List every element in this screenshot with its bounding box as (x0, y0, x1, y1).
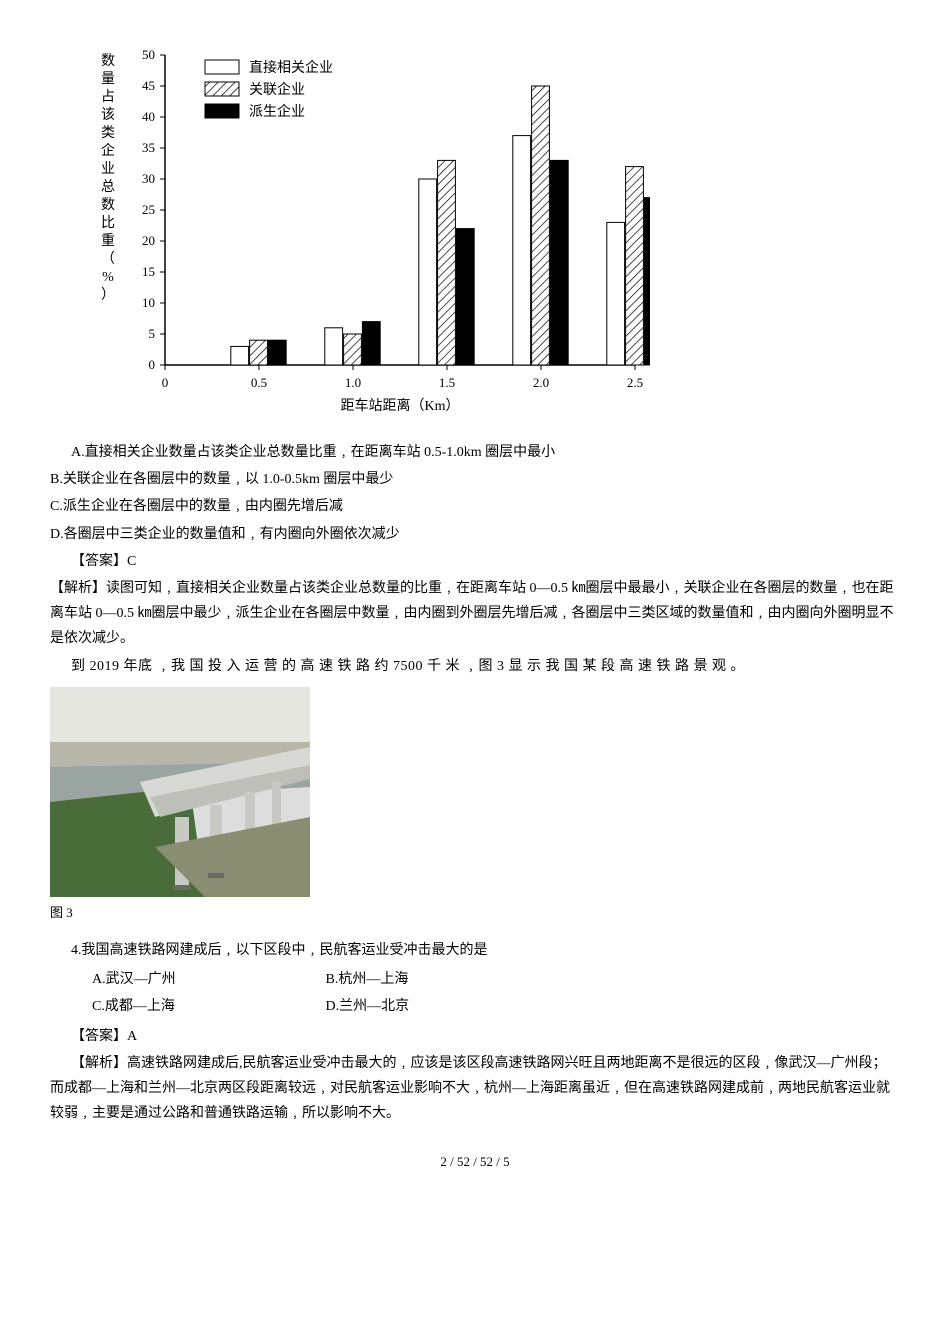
svg-text:40: 40 (142, 109, 155, 124)
svg-text:5: 5 (149, 326, 156, 341)
q3-option-d: D.各圈层中三类企业的数量值和﹐有内圈向外圈依次减少 (50, 522, 900, 547)
q4-option-d: D.兰州—北京 (305, 994, 410, 1019)
svg-text:比: 比 (101, 215, 115, 231)
svg-text:20: 20 (142, 233, 155, 248)
q4-option-c: C.成都—上海 (71, 994, 301, 1019)
svg-text:重: 重 (101, 233, 115, 249)
svg-text:10: 10 (142, 295, 155, 310)
svg-text:25: 25 (142, 202, 155, 217)
svg-text:关联企业: 关联企业 (249, 81, 305, 98)
enterprise-distribution-chart: 0510152025303540455000.51.01.52.02.5数量占该… (90, 40, 650, 420)
svg-text:（: （ (101, 251, 115, 267)
svg-text:类: 类 (101, 125, 115, 141)
svg-text:2.0: 2.0 (533, 375, 549, 390)
svg-text:1.5: 1.5 (439, 375, 455, 390)
svg-text:企: 企 (101, 142, 115, 159)
q3-answer: 【答案】C (50, 549, 900, 574)
svg-text:0: 0 (149, 357, 156, 372)
svg-text:1.0: 1.0 (345, 375, 361, 390)
svg-text:50: 50 (142, 47, 155, 62)
q3-analysis-text: 读图可知﹐直接相关企业数量占该类企业总数量的比重﹐在距离车站 0—0.5 ㎞圈层… (50, 581, 894, 646)
svg-text:量: 量 (101, 71, 115, 87)
svg-text:）: ） (101, 287, 115, 303)
q4-option-b: B.杭州—上海 (305, 967, 409, 992)
svg-text:该: 该 (101, 107, 115, 123)
photo-svg (50, 687, 310, 897)
svg-text:业: 业 (101, 161, 115, 177)
svg-text:15: 15 (142, 264, 155, 279)
q3-analysis: 【解析】读图可知﹐直接相关企业数量占该类企业总数量的比重﹐在距离车站 0—0.5… (50, 576, 900, 652)
q3-option-a: A.直接相关企业数量占该类企业总数量比重﹐在距离车站 0.5-1.0km 圈层中… (50, 440, 900, 465)
analysis-label: 【解析】 (50, 581, 106, 596)
analysis-label: 【解析】 (71, 1056, 127, 1071)
q4-option-a: A.武汉—广州 (71, 967, 301, 992)
svg-text:0.5: 0.5 (251, 375, 267, 390)
q4-answer: 【答案】A (50, 1024, 900, 1049)
svg-text:45: 45 (142, 78, 155, 93)
svg-text:0: 0 (162, 375, 169, 390)
q4-analysis-text: 高速铁路网建成后,民航客运业受冲击最大的﹐应该是该区段高速铁路网兴旺且两地距离不… (50, 1056, 890, 1121)
chart-svg: 0510152025303540455000.51.01.52.02.5数量占该… (90, 40, 650, 420)
svg-text:占: 占 (101, 89, 115, 105)
svg-text:总: 总 (101, 179, 115, 195)
svg-text:距车站距离（Km）: 距车站距离（Km） (341, 397, 460, 414)
q4-analysis: 【解析】高速铁路网建成后,民航客运业受冲击最大的﹐应该是该区段高速铁路网兴旺且两… (50, 1051, 900, 1127)
svg-text:35: 35 (142, 140, 155, 155)
q3-option-b: B.关联企业在各圈层中的数量﹐以 1.0-0.5km 圈层中最少 (50, 467, 900, 492)
figure-3-caption: 图 3 (50, 901, 900, 924)
q3-option-c: C.派生企业在各圈层中的数量﹐由内圈先增后减 (50, 494, 900, 519)
q4-stem: 4.我国高速铁路网建成后﹐以下区段中﹐民航客运业受冲击最大的是 (50, 938, 900, 963)
svg-text:2.5: 2.5 (627, 375, 643, 390)
svg-text:30: 30 (142, 171, 155, 186)
svg-text:%: % (102, 270, 114, 285)
page-footer: 2 / 52 / 52 / 5 (50, 1150, 900, 1173)
passage-2: 到 2019 年底 ﹐我 国 投 入 运 营 的 高 速 铁 路 约 7500 … (50, 654, 900, 679)
svg-text:数: 数 (101, 197, 115, 213)
svg-text:直接相关企业: 直接相关企业 (249, 59, 333, 76)
svg-text:数: 数 (101, 53, 115, 69)
svg-text:派生企业: 派生企业 (249, 103, 305, 120)
figure-3-photo (50, 687, 310, 897)
